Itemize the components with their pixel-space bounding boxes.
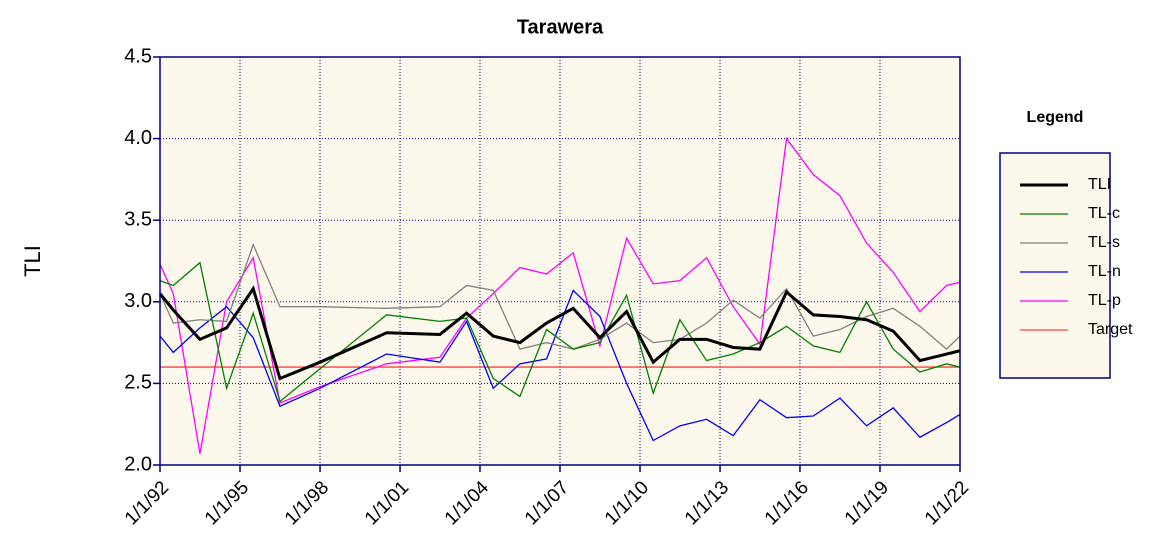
series-line (159, 289, 961, 442)
y-tick-label: 2.5 (124, 372, 152, 394)
legend-label: TL-s (1088, 234, 1120, 251)
series-line (159, 136, 961, 454)
legend-box (999, 152, 1111, 379)
y-tick-label: 4.0 (124, 127, 152, 149)
y-tick-label: 2.0 (124, 453, 152, 475)
chart-title: Tarawera (517, 16, 604, 38)
legend-label: TL-p (1088, 292, 1121, 309)
x-tick-label: 1/1/22 (921, 477, 973, 529)
y-tick-label: 4.5 (124, 45, 152, 67)
legend-label: TLI (1088, 176, 1111, 193)
y-tick-label: 3.0 (124, 290, 152, 312)
x-tick-label: 1/1/92 (121, 477, 173, 529)
x-tick-label: 1/1/10 (601, 477, 653, 529)
y-axis-label: TLI (20, 245, 45, 277)
x-tick-label: 1/1/95 (201, 477, 253, 529)
x-tick-label: 1/1/19 (841, 477, 893, 529)
legend-label: TL-c (1088, 205, 1120, 222)
series-line (159, 261, 961, 403)
x-tick-label: 1/1/13 (681, 477, 733, 529)
plot-border (159, 56, 961, 466)
x-tick-label: 1/1/07 (521, 477, 573, 529)
legend-label: TL-n (1088, 263, 1121, 280)
x-tick-label: 1/1/01 (361, 477, 413, 529)
x-tick-label: 1/1/16 (761, 477, 813, 529)
series-line (158, 285, 961, 381)
x-tick-label: 1/1/04 (441, 477, 494, 530)
legend-label: Target (1088, 321, 1133, 338)
x-tick-label: 1/1/98 (281, 477, 333, 529)
legend-title: Legend (1027, 109, 1084, 126)
y-tick-label: 3.5 (124, 208, 152, 230)
